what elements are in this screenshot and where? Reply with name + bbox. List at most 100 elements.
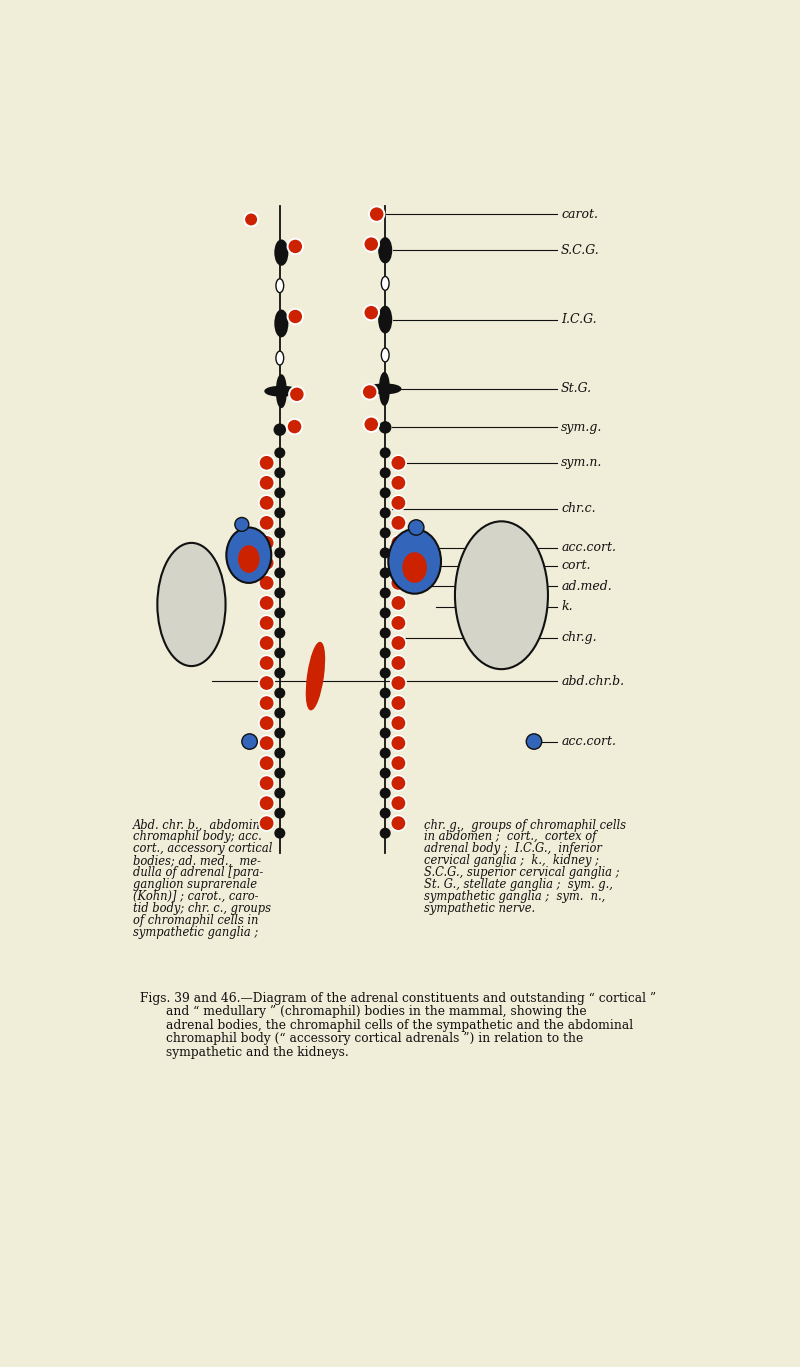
Circle shape: [259, 576, 274, 591]
Circle shape: [274, 424, 286, 435]
Circle shape: [390, 455, 406, 470]
Circle shape: [275, 729, 285, 738]
Text: adrenal bodies, the chromaphil cells of the sympathetic and the abdominal: adrenal bodies, the chromaphil cells of …: [166, 1018, 633, 1032]
Text: k.: k.: [561, 600, 573, 614]
Circle shape: [381, 729, 390, 738]
Circle shape: [381, 689, 390, 697]
Text: abd.chr.b.: abd.chr.b.: [561, 675, 624, 688]
Circle shape: [363, 417, 379, 432]
Circle shape: [390, 655, 406, 671]
Circle shape: [259, 816, 274, 831]
Circle shape: [381, 749, 390, 757]
Text: bodies; ad. med.,  me-: bodies; ad. med., me-: [133, 854, 261, 867]
Circle shape: [275, 629, 285, 637]
Circle shape: [275, 608, 285, 618]
Ellipse shape: [226, 528, 271, 582]
Text: chr.c.: chr.c.: [561, 503, 596, 515]
Text: S.C.G.: S.C.G.: [561, 243, 600, 257]
Ellipse shape: [158, 543, 226, 666]
Circle shape: [275, 689, 285, 697]
Circle shape: [287, 239, 303, 254]
Text: cervical ganglia ;  k.,  kidney ;: cervical ganglia ; k., kidney ;: [424, 854, 599, 867]
Text: tid body; chr. c., groups: tid body; chr. c., groups: [133, 902, 270, 915]
Circle shape: [409, 519, 424, 534]
Text: cort.: cort.: [561, 559, 590, 573]
Circle shape: [381, 828, 390, 838]
Circle shape: [381, 708, 390, 718]
Ellipse shape: [455, 521, 548, 670]
Text: dulla of adrenal [para-: dulla of adrenal [para-: [133, 867, 262, 879]
Circle shape: [259, 756, 274, 771]
Circle shape: [259, 675, 274, 690]
Text: (Kohn)] ; carot., caro-: (Kohn)] ; carot., caro-: [133, 890, 258, 904]
Ellipse shape: [276, 279, 284, 293]
Circle shape: [381, 768, 390, 778]
Circle shape: [381, 608, 390, 618]
Circle shape: [259, 555, 274, 570]
Text: St. G., stellate ganglia ;  sym. g.,: St. G., stellate ganglia ; sym. g.,: [424, 878, 613, 891]
Text: sympathetic ganglia ;: sympathetic ganglia ;: [133, 925, 258, 939]
Ellipse shape: [368, 384, 401, 394]
Circle shape: [259, 696, 274, 711]
Ellipse shape: [379, 238, 391, 262]
Ellipse shape: [379, 306, 391, 332]
Circle shape: [390, 555, 406, 570]
Ellipse shape: [382, 349, 389, 362]
Circle shape: [381, 789, 390, 798]
Text: chromaphil body; acc.: chromaphil body; acc.: [133, 831, 262, 843]
Circle shape: [259, 495, 274, 510]
Circle shape: [259, 515, 274, 530]
Circle shape: [275, 668, 285, 678]
Circle shape: [275, 708, 285, 718]
Circle shape: [259, 796, 274, 811]
Circle shape: [390, 696, 406, 711]
Circle shape: [363, 236, 379, 252]
Circle shape: [390, 735, 406, 750]
Circle shape: [380, 422, 390, 433]
Circle shape: [259, 615, 274, 630]
Circle shape: [381, 488, 390, 498]
Circle shape: [381, 468, 390, 477]
Ellipse shape: [275, 241, 287, 265]
Circle shape: [381, 548, 390, 558]
Text: and “ medullary ” (chromaphil) bodies in the mammal, showing the: and “ medullary ” (chromaphil) bodies in…: [166, 1005, 586, 1018]
Ellipse shape: [277, 375, 286, 407]
Text: acc.cort.: acc.cort.: [561, 735, 616, 748]
Circle shape: [275, 488, 285, 498]
Text: in abdomen ;  cort.,  cortex of: in abdomen ; cort., cortex of: [424, 831, 596, 843]
Circle shape: [275, 808, 285, 817]
Circle shape: [259, 534, 274, 551]
Circle shape: [381, 528, 390, 537]
Circle shape: [244, 212, 258, 227]
Circle shape: [275, 509, 285, 518]
Circle shape: [381, 808, 390, 817]
Circle shape: [287, 309, 303, 324]
Circle shape: [362, 384, 378, 399]
Circle shape: [390, 515, 406, 530]
Circle shape: [369, 206, 385, 221]
Text: sympathetic and the kidneys.: sympathetic and the kidneys.: [166, 1046, 349, 1058]
Circle shape: [275, 468, 285, 477]
Circle shape: [390, 495, 406, 510]
Text: adrenal body ;  I.C.G.,  inferior: adrenal body ; I.C.G., inferior: [424, 842, 602, 856]
Text: acc.cort.: acc.cort.: [561, 541, 616, 554]
Circle shape: [259, 476, 274, 491]
Text: Abd. chr. b.,  abdominal: Abd. chr. b., abdominal: [133, 819, 271, 831]
Circle shape: [381, 629, 390, 637]
Circle shape: [286, 418, 302, 435]
Circle shape: [390, 715, 406, 731]
Circle shape: [275, 569, 285, 577]
Circle shape: [259, 455, 274, 470]
Circle shape: [390, 796, 406, 811]
Ellipse shape: [388, 529, 441, 593]
Circle shape: [390, 595, 406, 611]
Text: sympathetic ganglia ;  sym.  n.,: sympathetic ganglia ; sym. n.,: [424, 890, 606, 904]
Circle shape: [259, 595, 274, 611]
Circle shape: [381, 509, 390, 518]
Text: ganglion suprarenale: ganglion suprarenale: [133, 878, 257, 891]
Circle shape: [381, 648, 390, 658]
Circle shape: [381, 588, 390, 597]
Circle shape: [381, 569, 390, 577]
Circle shape: [259, 735, 274, 750]
Circle shape: [381, 668, 390, 678]
